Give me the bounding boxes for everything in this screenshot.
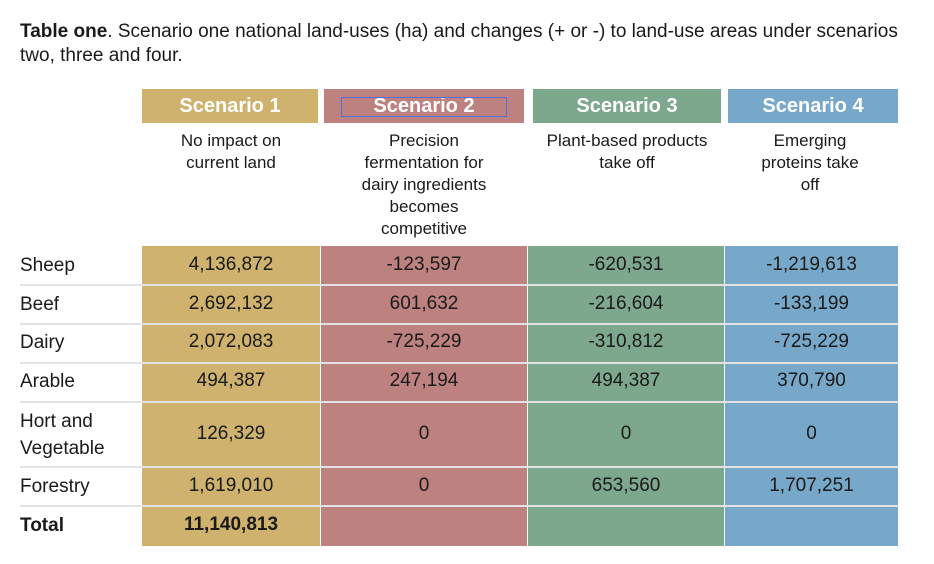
scenario-3-header: Scenario 3 xyxy=(533,89,721,123)
scenario-3-column-bg xyxy=(528,246,724,546)
scenario-2-header: Scenario 2 xyxy=(324,89,524,123)
table-cell: 494,387 xyxy=(591,370,661,391)
table-cell: 247,194 xyxy=(389,370,459,391)
row-divider xyxy=(20,284,898,286)
scenario-2-description: Precision fermentation for dairy ingredi… xyxy=(361,131,487,238)
table-cell: 2,072,083 xyxy=(188,331,274,352)
table-cell: -620,531 xyxy=(588,254,664,275)
table-row: Forestry 1,619,010 0 653,560 1,707,251 xyxy=(0,468,934,505)
table-cell: 494,387 xyxy=(196,370,266,391)
caption-text: . Scenario one national land-uses (ha) a… xyxy=(20,21,898,66)
table-cell: 370,790 xyxy=(777,370,846,391)
table-cell: 2,692,132 xyxy=(188,293,274,314)
table-row: Arable 494,387 247,194 494,387 370,790 xyxy=(0,364,934,401)
table-row: Hort and Vegetable 126,329 0 0 0 xyxy=(0,403,934,466)
scenario-4-header: Scenario 4 xyxy=(728,89,898,123)
row-divider xyxy=(20,401,898,403)
scenario-1-description: No impact on current land xyxy=(180,131,282,172)
row-label: Total xyxy=(20,515,64,536)
row-label: Beef xyxy=(20,294,60,315)
table-cell: 0 xyxy=(418,475,430,496)
table-row: Beef 2,692,132 601,632 -216,604 -133,199 xyxy=(0,286,934,323)
table-cell: -725,229 xyxy=(386,331,462,352)
row-divider xyxy=(20,466,898,468)
table-cell: 601,632 xyxy=(389,293,459,314)
row-divider xyxy=(20,362,898,364)
table-cell: 1,707,251 xyxy=(769,475,854,496)
table-cell: 1,619,010 xyxy=(188,475,274,496)
table-cell: -216,604 xyxy=(588,293,664,314)
scenario-4-description: Emerging proteins take off xyxy=(761,131,859,194)
table-row: Sheep 4,136,872 -123,597 -620,531 -1,219… xyxy=(0,246,934,284)
table-cell: -310,812 xyxy=(588,331,664,352)
row-label: Sheep xyxy=(20,255,75,276)
table-row: Dairy 2,072,083 -725,229 -310,812 -725,2… xyxy=(0,325,934,362)
row-divider xyxy=(20,505,898,507)
table-cell: 0 xyxy=(620,423,632,444)
table-cell: -133,199 xyxy=(773,293,849,314)
row-divider xyxy=(20,323,898,325)
row-label: Arable xyxy=(20,371,75,392)
table-cell: 11,140,813 xyxy=(183,514,279,535)
table-cell: 653,560 xyxy=(591,475,661,496)
table-caption: Table one. Scenario one national land-us… xyxy=(20,20,900,68)
table-cell: -123,597 xyxy=(386,254,462,275)
table-cell: -725,229 xyxy=(773,331,849,352)
row-label: Hort and Vegetable xyxy=(20,411,105,459)
table-cell: 4,136,872 xyxy=(188,254,274,275)
caption-label: Table one xyxy=(20,21,108,42)
scenario-2-focus-outline xyxy=(341,97,507,117)
table-cell: 0 xyxy=(418,423,430,444)
scenario-4-column-bg xyxy=(725,246,898,546)
scenario-3-description: Plant-based products take off xyxy=(546,131,708,172)
row-label: Dairy xyxy=(20,332,65,353)
table-row-total: Total 11,140,813 xyxy=(0,507,934,546)
scenario-1-column-bg xyxy=(142,246,320,546)
row-label: Forestry xyxy=(20,476,90,497)
table-cell: 126,329 xyxy=(196,423,266,444)
data-table: Sheep 4,136,872 -123,597 -620,531 -1,219… xyxy=(0,246,934,546)
table-cell: 0 xyxy=(806,423,817,444)
scenario-1-header: Scenario 1 xyxy=(142,89,318,123)
scenario-2-column-bg xyxy=(321,246,527,546)
table-cell: -1,219,613 xyxy=(766,254,857,275)
